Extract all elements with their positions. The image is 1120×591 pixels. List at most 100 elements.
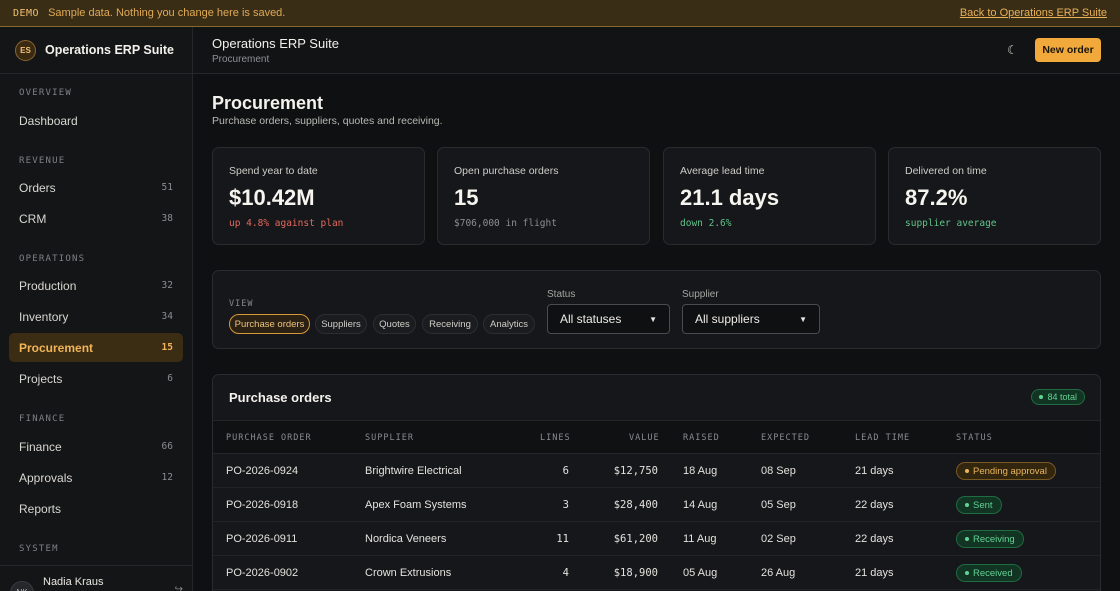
brand[interactable]: ES Operations ERP Suite xyxy=(0,27,192,74)
cell-expected: 05 Sep xyxy=(761,499,796,511)
sidebar-item-finance[interactable]: Finance 66 xyxy=(9,432,183,461)
page-title: Procurement xyxy=(212,93,324,113)
user-menu[interactable]: NK Nadia Kraus ↪ xyxy=(0,565,192,591)
demo-message: Sample data. Nothing you change here is … xyxy=(48,7,286,19)
app-title: Operations ERP Suite xyxy=(212,36,339,51)
col-purchase-order[interactable]: PURCHASE ORDER xyxy=(226,433,312,443)
cell-expected: 02 Sep xyxy=(761,533,796,545)
view-label: VIEW xyxy=(229,299,254,309)
col-value[interactable]: VALUE xyxy=(629,433,660,443)
status-badge: Receiving xyxy=(956,530,1024,548)
cell-supplier: Apex Foam Systems xyxy=(365,499,467,511)
sidebar-item-count: 66 xyxy=(161,441,173,452)
kpi-card-open-pos: Open purchase orders 15 $706,000 in flig… xyxy=(437,147,650,245)
sidebar-item-procurement[interactable]: Procurement 15 xyxy=(9,333,183,362)
back-link[interactable]: Back to Operations ERP Suite xyxy=(959,7,1107,19)
status-dot-icon xyxy=(965,469,969,473)
kpi-card-spend: Spend year to date $10.42M up 4.8% again… xyxy=(212,147,425,245)
cell-value: $28,400 xyxy=(613,499,658,511)
cell-value: $18,900 xyxy=(613,567,658,579)
logout-icon[interactable]: ↪ xyxy=(174,584,183,591)
cell-lead-time: 21 days xyxy=(855,465,894,477)
cell-value: $61,200 xyxy=(613,533,658,545)
chevron-down-icon: ▼ xyxy=(649,314,657,324)
chevron-down-icon: ▼ xyxy=(799,314,807,324)
new-order-button[interactable]: New order xyxy=(1035,38,1101,62)
demo-tag: DEMO xyxy=(13,7,40,19)
sidebar-item-label: Procurement xyxy=(19,340,94,355)
view-chip-purchase-orders[interactable]: Purchase orders xyxy=(229,314,310,334)
view-chip-quotes[interactable]: Quotes xyxy=(373,314,416,334)
kpi-label: Spend year to date xyxy=(229,165,318,177)
col-supplier[interactable]: SUPPLIER xyxy=(365,433,414,443)
status-select-value: All statuses xyxy=(560,312,622,326)
sidebar-item-count: 51 xyxy=(161,182,173,193)
status-label: Sent xyxy=(973,499,993,511)
sidebar-item-label: Orders xyxy=(19,180,56,195)
sidebar-item-projects[interactable]: Projects 6 xyxy=(9,364,183,393)
view-chip-receiving[interactable]: Receiving xyxy=(422,314,478,334)
view-chip-suppliers[interactable]: Suppliers xyxy=(315,314,367,334)
kpi-note: up 4.8% against plan xyxy=(229,218,344,229)
cell-po: PO-2026-0911 xyxy=(226,533,298,545)
cell-raised: 05 Aug xyxy=(683,567,718,579)
col-lines[interactable]: LINES xyxy=(540,433,571,443)
status-badge: Sent xyxy=(956,496,1002,514)
status-badge: Received xyxy=(956,564,1022,582)
sidebar-item-count: 6 xyxy=(167,373,173,384)
status-label: Receiving xyxy=(973,533,1015,545)
sidebar-item-production[interactable]: Production 32 xyxy=(9,271,183,300)
sidebar-item-label: Finance xyxy=(19,439,62,454)
topbar: Operations ERP Suite Procurement ☾ New o… xyxy=(193,27,1120,74)
cell-raised: 14 Aug xyxy=(683,499,718,511)
sidebar-item-label: Approvals xyxy=(19,470,73,485)
sidebar-item-inventory[interactable]: Inventory 34 xyxy=(9,302,183,331)
brand-name: Operations ERP Suite xyxy=(45,43,174,57)
page-subtitle: Purchase orders, suppliers, quotes and r… xyxy=(212,115,443,127)
kpi-card-lead-time: Average lead time 21.1 days down 2.6% xyxy=(663,147,876,245)
table-row[interactable]: PO-2026-0924 Brightwire Electrical 6 $12… xyxy=(213,454,1100,488)
kpi-note: down 2.6% xyxy=(680,218,732,229)
nav-section-revenue: REVENUE xyxy=(19,156,66,166)
table-row[interactable]: PO-2026-0902 Crown Extrusions 4 $18,900 … xyxy=(213,556,1100,590)
col-raised[interactable]: RAISED xyxy=(683,433,720,443)
table-row[interactable]: PO-2026-0911 Nordica Veneers 11 $61,200 … xyxy=(213,522,1100,556)
status-label: Received xyxy=(973,567,1013,579)
status-select[interactable]: All statuses ▼ xyxy=(547,304,670,334)
col-status[interactable]: STATUS xyxy=(956,433,993,443)
cell-lead-time: 22 days xyxy=(855,533,894,545)
sidebar: ES Operations ERP Suite OVERVIEW Dashboa… xyxy=(0,27,193,591)
cell-value: $12,750 xyxy=(613,465,658,477)
sidebar-item-orders[interactable]: Orders 51 xyxy=(9,173,183,202)
cell-lines: 4 xyxy=(562,567,569,579)
view-chip-analytics[interactable]: Analytics xyxy=(483,314,535,334)
status-badge: Pending approval xyxy=(956,462,1056,480)
theme-toggle-moon-icon[interactable]: ☾ xyxy=(1007,43,1018,57)
kpi-note: $706,000 in flight xyxy=(454,218,557,229)
supplier-select[interactable]: All suppliers ▼ xyxy=(682,304,820,334)
main-content: Procurement Purchase orders, suppliers, … xyxy=(193,74,1120,591)
sidebar-item-crm[interactable]: CRM 38 xyxy=(9,204,183,233)
col-expected[interactable]: EXPECTED xyxy=(761,433,810,443)
cell-expected: 26 Aug xyxy=(761,567,796,579)
sidebar-item-count: 38 xyxy=(161,213,173,224)
sidebar-item-label: Dashboard xyxy=(19,113,78,128)
sidebar-item-approvals[interactable]: Approvals 12 xyxy=(9,463,183,492)
sidebar-item-label: Production xyxy=(19,278,77,293)
kpi-label: Open purchase orders xyxy=(454,165,559,177)
total-badge: 84 total xyxy=(1031,389,1085,405)
cell-supplier: Nordica Veneers xyxy=(365,533,447,545)
sidebar-item-label: Projects xyxy=(19,371,63,386)
cell-supplier: Crown Extrusions xyxy=(365,567,452,579)
kpi-value: 21.1 days xyxy=(680,185,780,210)
total-count: 84 total xyxy=(1047,392,1077,402)
sidebar-item-dashboard[interactable]: Dashboard xyxy=(9,106,183,135)
sidebar-item-reports[interactable]: Reports xyxy=(9,494,183,523)
col-lead-time[interactable]: LEAD TIME xyxy=(855,433,911,443)
kpi-label: Delivered on time xyxy=(905,165,987,177)
kpi-note: supplier average xyxy=(905,218,997,229)
sidebar-item-count: 34 xyxy=(161,311,173,322)
cell-lead-time: 21 days xyxy=(855,567,894,579)
table-row[interactable]: PO-2026-0918 Apex Foam Systems 3 $28,400… xyxy=(213,488,1100,522)
sidebar-item-label: Reports xyxy=(19,501,62,516)
